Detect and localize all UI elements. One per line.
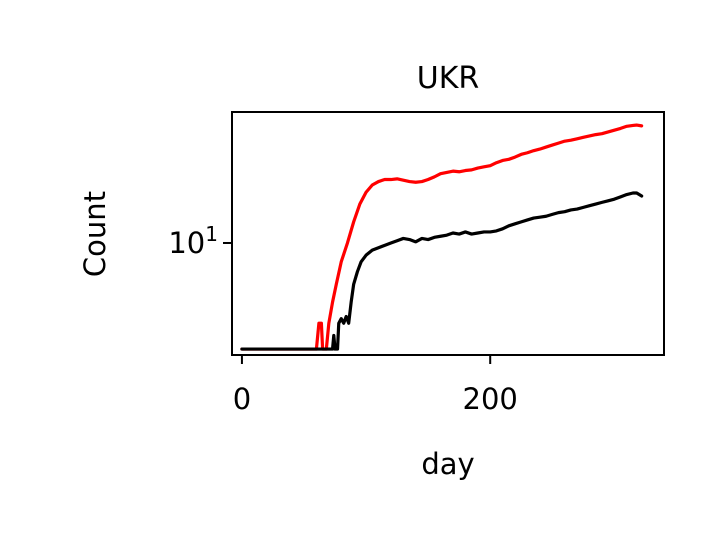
chart-title: UKR bbox=[417, 61, 479, 96]
y-axis-ticks: 101 bbox=[168, 222, 232, 260]
plot-frame bbox=[231, 111, 665, 356]
x-axis-label: day bbox=[421, 447, 474, 481]
x-axis-ticks: 0 200 bbox=[233, 355, 518, 416]
y-axis-label: Count bbox=[78, 191, 112, 277]
y-tick-label-1: 101 bbox=[168, 222, 218, 260]
series-line-1 bbox=[240, 123, 644, 351]
series-line-2 bbox=[240, 191, 644, 351]
x-tick-label-1: 0 bbox=[233, 382, 251, 416]
series-layer bbox=[240, 123, 644, 351]
x-tick-label-2: 200 bbox=[463, 382, 518, 416]
